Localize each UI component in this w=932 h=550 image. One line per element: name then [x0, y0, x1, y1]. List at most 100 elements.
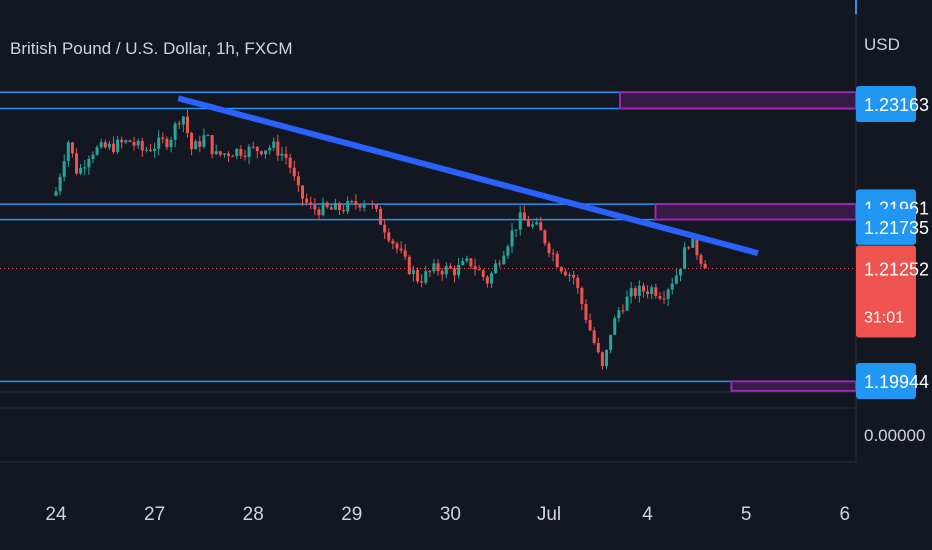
candle-body — [140, 141, 144, 151]
candle-body — [247, 146, 251, 157]
candle-body — [83, 167, 87, 169]
x-tick-3: 29 — [341, 504, 362, 525]
candle-body — [683, 247, 687, 269]
candle-body — [444, 266, 448, 275]
x-tick-5: Jul — [537, 504, 561, 525]
candle-body — [161, 137, 165, 139]
candle-body — [177, 123, 181, 125]
supply-demand-zones[interactable] — [618, 91, 857, 392]
candle-body — [79, 167, 83, 174]
candle-body — [473, 266, 477, 270]
candle-body — [428, 271, 432, 273]
candle-body — [539, 222, 543, 231]
candle-body — [87, 158, 91, 168]
currency-label: USD — [864, 35, 900, 54]
candle-body — [181, 116, 185, 125]
candle-body — [329, 207, 333, 210]
time-axis[interactable]: 24 27 28 29 30 Jul 4 5 6 — [45, 504, 850, 525]
candle-body — [124, 140, 128, 143]
candle-body — [555, 253, 559, 268]
candle-body — [613, 318, 617, 335]
candle-body — [169, 139, 173, 148]
candle-body — [391, 240, 395, 244]
candle-body — [333, 203, 337, 210]
candle-body — [494, 263, 498, 274]
candle-body — [116, 139, 120, 153]
zone-1[interactable] — [654, 203, 857, 221]
candle-body — [481, 270, 485, 277]
zone-2[interactable] — [730, 380, 857, 392]
candle-body — [132, 141, 136, 146]
candle-body — [621, 310, 625, 312]
candle-body — [674, 275, 678, 284]
candle-body — [379, 208, 383, 225]
candle-body — [346, 201, 350, 212]
candle-body — [485, 276, 489, 284]
candle-body — [136, 141, 140, 146]
candle-body — [477, 269, 481, 271]
candle-body — [535, 222, 539, 225]
candle-body — [70, 142, 74, 154]
candle-body — [559, 267, 563, 272]
x-tick-0: 24 — [45, 504, 67, 525]
candle-body — [235, 148, 239, 156]
candle-body — [650, 287, 654, 295]
candle-body — [54, 191, 58, 196]
candle-body — [337, 203, 341, 211]
candle-body — [617, 310, 621, 319]
candle-body — [568, 274, 572, 276]
candle-body — [510, 230, 514, 247]
candle-body — [107, 143, 111, 148]
candle-body — [202, 135, 206, 147]
candlestick-series — [54, 109, 707, 370]
price-label-text-3: 1.21252 — [864, 259, 929, 279]
candle-body — [547, 243, 551, 254]
candle-body — [251, 146, 255, 148]
candle-body — [222, 153, 226, 155]
candle-body — [609, 334, 613, 350]
candle-body — [144, 149, 148, 151]
candle-body — [185, 116, 189, 133]
candle-body — [436, 263, 440, 272]
candle-body — [218, 151, 222, 155]
trendline[interactable] — [177, 95, 759, 257]
candle-body — [662, 298, 666, 300]
candle-body — [383, 224, 387, 233]
candle-body — [264, 150, 268, 155]
candle-body — [563, 271, 567, 276]
candle-body — [605, 349, 609, 367]
candle-body — [103, 142, 107, 148]
candle-body — [325, 202, 329, 208]
candle-body — [280, 153, 284, 156]
candle-body — [448, 266, 452, 269]
candle-body — [362, 203, 366, 208]
candle-body — [514, 229, 518, 231]
candle-body — [214, 151, 218, 155]
candle-body — [658, 296, 662, 299]
candle-body — [543, 230, 547, 244]
candle-body — [210, 135, 214, 155]
candle-body — [62, 161, 66, 177]
price-label-4 — [856, 363, 916, 399]
price-label-0 — [856, 86, 916, 122]
candle-body — [227, 153, 231, 156]
candle-body — [284, 153, 288, 158]
candle-body — [461, 261, 465, 265]
candle-body — [600, 352, 604, 367]
candle-body — [506, 246, 510, 256]
candle-body — [243, 155, 247, 157]
candle-body — [469, 258, 473, 267]
candle-body — [403, 250, 407, 257]
candle-body — [576, 277, 580, 289]
candle-body — [551, 253, 555, 255]
candle-body — [128, 140, 132, 142]
candle-body — [584, 303, 588, 321]
candle-body — [629, 288, 633, 297]
zone-0[interactable] — [618, 91, 857, 110]
x-tick-8: 6 — [840, 504, 851, 525]
candle-body — [99, 142, 103, 148]
candle-body — [424, 271, 428, 283]
candle-body — [699, 255, 703, 264]
